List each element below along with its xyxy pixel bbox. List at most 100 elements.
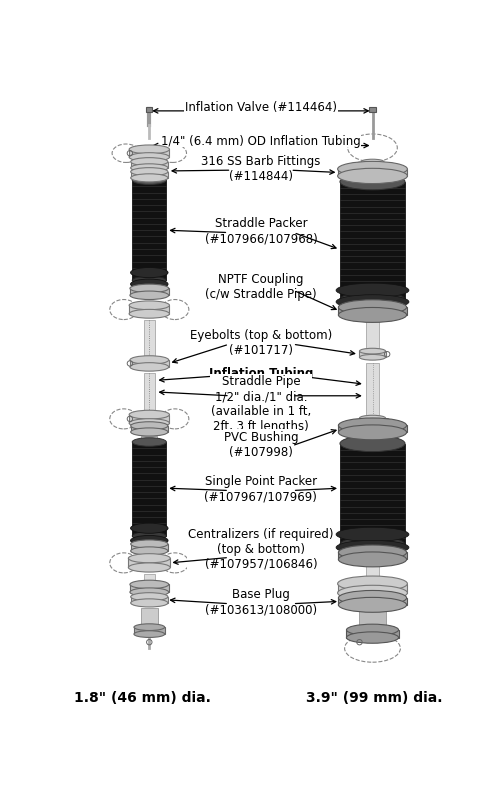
Polygon shape <box>366 363 380 419</box>
Ellipse shape <box>130 291 168 300</box>
Ellipse shape <box>338 418 406 434</box>
Polygon shape <box>130 289 168 296</box>
Ellipse shape <box>360 349 386 354</box>
Ellipse shape <box>130 540 168 548</box>
Text: 1/4" (6.4 mm) OD Inflation Tubing: 1/4" (6.4 mm) OD Inflation Tubing <box>161 134 361 148</box>
Polygon shape <box>140 608 158 627</box>
Ellipse shape <box>360 355 386 361</box>
Ellipse shape <box>336 540 409 555</box>
Polygon shape <box>132 442 166 536</box>
Ellipse shape <box>130 593 168 601</box>
Polygon shape <box>346 630 399 638</box>
Polygon shape <box>360 352 386 358</box>
Ellipse shape <box>338 169 407 185</box>
Text: 316 SS Barb Fittings
(#114844): 316 SS Barb Fittings (#114844) <box>201 155 320 182</box>
Ellipse shape <box>134 631 164 638</box>
Ellipse shape <box>130 357 168 365</box>
Polygon shape <box>130 544 168 551</box>
Ellipse shape <box>340 292 405 308</box>
Polygon shape <box>360 418 386 425</box>
Polygon shape <box>144 321 154 358</box>
Ellipse shape <box>130 536 168 546</box>
Ellipse shape <box>338 300 406 316</box>
Ellipse shape <box>361 160 384 165</box>
Ellipse shape <box>346 625 399 636</box>
Ellipse shape <box>338 426 406 440</box>
Ellipse shape <box>361 166 384 171</box>
Polygon shape <box>129 415 170 424</box>
Polygon shape <box>366 565 380 585</box>
Ellipse shape <box>128 563 170 573</box>
Polygon shape <box>130 162 168 169</box>
Ellipse shape <box>340 174 405 190</box>
Ellipse shape <box>130 285 168 293</box>
Ellipse shape <box>340 536 405 552</box>
Polygon shape <box>130 173 168 178</box>
Ellipse shape <box>129 419 170 428</box>
Text: Straddle Pipe
1/2" dia./1" dia.
(available in 1 ft,
2ft, 3 ft lengths): Straddle Pipe 1/2" dia./1" dia. (availab… <box>211 375 311 433</box>
Polygon shape <box>130 426 168 433</box>
Ellipse shape <box>129 301 170 310</box>
Ellipse shape <box>130 165 168 173</box>
Ellipse shape <box>338 552 406 567</box>
Polygon shape <box>362 438 383 444</box>
Text: NPTF Coupling
(c/w Straddle Pipe): NPTF Coupling (c/w Straddle Pipe) <box>205 273 316 301</box>
Polygon shape <box>370 108 376 113</box>
Polygon shape <box>361 162 384 169</box>
Ellipse shape <box>338 162 407 177</box>
Polygon shape <box>338 598 406 605</box>
Polygon shape <box>129 150 170 158</box>
Ellipse shape <box>130 599 168 607</box>
Polygon shape <box>129 306 170 315</box>
Ellipse shape <box>129 146 170 155</box>
Ellipse shape <box>336 528 409 542</box>
Polygon shape <box>338 584 407 593</box>
Ellipse shape <box>132 277 166 285</box>
Ellipse shape <box>130 279 168 290</box>
Ellipse shape <box>134 624 164 630</box>
Ellipse shape <box>132 177 166 185</box>
Polygon shape <box>146 108 152 113</box>
Polygon shape <box>338 169 407 177</box>
Ellipse shape <box>338 545 406 560</box>
Polygon shape <box>340 444 405 544</box>
Text: Eyebolts (top & bottom)
(#101717): Eyebolts (top & bottom) (#101717) <box>190 328 332 357</box>
Ellipse shape <box>338 577 407 592</box>
Ellipse shape <box>130 581 168 589</box>
Ellipse shape <box>129 310 170 319</box>
Polygon shape <box>128 559 170 568</box>
Ellipse shape <box>130 588 168 597</box>
Text: 1.8" (46 mm) dia.: 1.8" (46 mm) dia. <box>74 690 211 704</box>
Ellipse shape <box>130 524 168 534</box>
Polygon shape <box>338 552 406 560</box>
Polygon shape <box>144 575 154 585</box>
Text: Centralizers (if required)
(top & bottom)
(#107957/106846): Centralizers (if required) (top & bottom… <box>188 527 334 570</box>
Polygon shape <box>130 585 168 593</box>
Ellipse shape <box>129 410 170 419</box>
Ellipse shape <box>338 597 406 613</box>
Ellipse shape <box>336 283 409 298</box>
Polygon shape <box>338 426 406 433</box>
Polygon shape <box>132 181 166 281</box>
Polygon shape <box>338 308 406 316</box>
Ellipse shape <box>130 158 168 166</box>
Ellipse shape <box>130 422 168 430</box>
Ellipse shape <box>129 153 170 162</box>
Ellipse shape <box>130 547 168 556</box>
Polygon shape <box>144 373 154 415</box>
Polygon shape <box>358 610 386 631</box>
Ellipse shape <box>130 428 168 437</box>
Text: Straddle Packer
(#107966/107968): Straddle Packer (#107966/107968) <box>204 217 318 245</box>
Text: Inflation Valve (#114464): Inflation Valve (#114464) <box>185 100 337 113</box>
Polygon shape <box>130 597 168 603</box>
Ellipse shape <box>130 169 168 177</box>
Text: Base Plug
(#103613/108000): Base Plug (#103613/108000) <box>205 588 317 616</box>
Ellipse shape <box>336 296 409 310</box>
Ellipse shape <box>346 632 399 643</box>
Text: PVC Bushing
(#107998): PVC Bushing (#107998) <box>224 430 298 458</box>
Text: Single Point Packer
(#107967/107969): Single Point Packer (#107967/107969) <box>204 475 318 503</box>
Ellipse shape <box>338 585 407 601</box>
Polygon shape <box>340 182 405 300</box>
Text: Inflation Tubing: Inflation Tubing <box>208 367 313 380</box>
Ellipse shape <box>338 591 406 605</box>
